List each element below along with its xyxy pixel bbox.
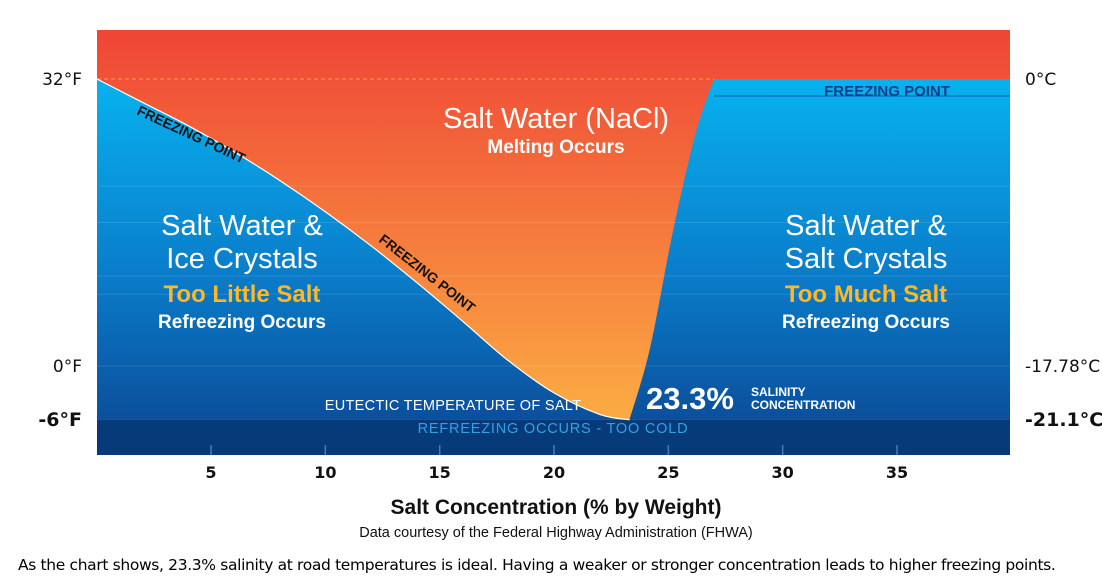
too-little-salt-region [97, 79, 630, 420]
x-tick-label: 35 [886, 463, 908, 482]
eutectic-label: EUTECTIC TEMPERATURE OF SALT [325, 398, 582, 414]
y-left-label: 0°F [53, 357, 82, 377]
too-cold-label: REFREEZING OCCURS - TOO COLD [418, 421, 689, 437]
freezing-point-label-3: FREEZING POINT [824, 83, 950, 100]
concentration-label: CONCENTRATION [751, 398, 855, 412]
x-axis-title: Salt Concentration (% by Weight) [391, 496, 722, 519]
x-tick-label: 25 [657, 463, 679, 482]
gridlines [97, 95, 1010, 367]
too-much-salt-note: Refreezing Occurs [782, 312, 950, 333]
melting-title: Salt Water (NaCl) [443, 103, 669, 135]
x-tick-label: 20 [543, 463, 565, 482]
y-axis-right: 0°C -17.78°C -21.1°C [1025, 70, 1102, 431]
y-left-label: 32°F [42, 70, 82, 90]
caption: As the chart shows, 23.3% salinity at ro… [18, 556, 1056, 574]
too-much-salt-region [629, 79, 1010, 420]
salinity-label: SALINITY [751, 385, 806, 399]
x-axis: 5 10 15 20 25 30 35 [205, 445, 908, 482]
y-right-label: -17.78°C [1025, 357, 1100, 377]
too-much-salt-line2: Salt Crystals [785, 243, 948, 275]
x-tick-label: 10 [314, 463, 336, 482]
too-much-salt-highlight: Too Much Salt [785, 281, 947, 308]
y-left-label: -6°F [38, 409, 82, 431]
x-tick-label: 5 [205, 463, 216, 482]
eutectic-percent: 23.3% [646, 381, 734, 416]
too-little-salt-note: Refreezing Occurs [158, 312, 326, 333]
y-right-label: -21.1°C [1025, 409, 1102, 431]
too-little-salt-line2: Ice Crystals [166, 243, 317, 275]
melting-subtitle: Melting Occurs [487, 137, 624, 158]
too-little-salt-highlight: Too Little Salt [164, 281, 321, 308]
freezing-curve-left [96, 78, 630, 421]
x-tick-label: 15 [429, 463, 451, 482]
too-little-salt-line1: Salt Water & [161, 210, 323, 242]
y-right-label: 0°C [1025, 70, 1056, 90]
too-much-salt-line1: Salt Water & [785, 210, 947, 242]
y-axis-left: 32°F 0°F -6°F [38, 70, 82, 431]
data-source: Data courtesy of the Federal Highway Adm… [359, 525, 753, 541]
x-tick-label: 30 [772, 463, 794, 482]
